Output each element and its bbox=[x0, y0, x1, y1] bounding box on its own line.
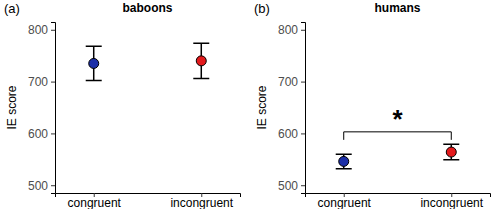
x-tick-label: incongruent bbox=[170, 196, 233, 209]
x-axis: congruent incongruent bbox=[306, 193, 491, 209]
panel-label: (b) bbox=[254, 1, 270, 16]
title: humans bbox=[374, 1, 420, 15]
y-tick: 500 bbox=[278, 179, 305, 193]
panel: 500 600 700 800 congruent incongruent humans IE… bbox=[254, 1, 491, 209]
y-tick: 700 bbox=[28, 75, 55, 89]
y-tick: 700 bbox=[278, 75, 305, 89]
y-axis-title: IE score bbox=[5, 85, 19, 129]
y-tick-mark bbox=[301, 30, 305, 31]
y-tick-label: 800 bbox=[28, 23, 48, 37]
error-bar bbox=[336, 154, 352, 169]
y-tick: 600 bbox=[28, 127, 55, 141]
x-tick-label: congruent bbox=[68, 196, 122, 209]
y-tick: 600 bbox=[278, 127, 305, 141]
y-axis-line bbox=[301, 23, 306, 194]
y-tick-mark bbox=[51, 133, 55, 134]
x-tick: congruent bbox=[318, 193, 372, 209]
x-tick: incongruent bbox=[420, 193, 483, 209]
y-tick-mark bbox=[51, 30, 55, 31]
x-tick: congruent bbox=[68, 193, 122, 209]
marks bbox=[86, 43, 210, 80]
panel-label: (a) bbox=[4, 1, 20, 16]
y-axis-title: IE score bbox=[255, 85, 269, 129]
y-tick: 800 bbox=[28, 23, 55, 37]
y-tick-mark bbox=[301, 82, 305, 83]
error-bar bbox=[86, 46, 102, 80]
x-tick-label: congruent bbox=[318, 196, 372, 209]
error-bar bbox=[193, 43, 209, 78]
x-axis: congruent incongruent bbox=[56, 193, 241, 209]
point bbox=[446, 147, 456, 157]
y-axis: 500 600 700 800 bbox=[28, 23, 56, 194]
y-tick-label: 500 bbox=[278, 179, 298, 193]
y-tick-label: 600 bbox=[28, 127, 48, 141]
significance-label: * bbox=[392, 104, 403, 134]
x-tick-label: incongruent bbox=[420, 196, 483, 209]
point bbox=[89, 58, 99, 68]
y-tick-label: 600 bbox=[278, 127, 298, 141]
x-tick: incongruent bbox=[170, 193, 233, 209]
y-tick: 500 bbox=[28, 179, 55, 193]
marks bbox=[336, 144, 460, 168]
y-axis: 500 600 700 800 bbox=[278, 23, 306, 194]
y-tick-label: 500 bbox=[28, 179, 48, 193]
point bbox=[339, 156, 349, 166]
y-tick: 800 bbox=[278, 23, 305, 37]
y-tick-mark bbox=[51, 82, 55, 83]
y-axis-line bbox=[51, 23, 56, 194]
y-tick-label: 700 bbox=[278, 75, 298, 89]
figure: 500 600 700 800 congruent incongruent baboons I… bbox=[0, 0, 500, 209]
y-tick-mark bbox=[301, 133, 305, 134]
point bbox=[196, 56, 206, 66]
error-bar bbox=[443, 144, 459, 160]
y-tick-mark bbox=[301, 185, 305, 186]
panel: 500 600 700 800 congruent incongruent baboons I… bbox=[4, 1, 241, 209]
y-tick-label: 700 bbox=[28, 75, 48, 89]
y-tick-mark bbox=[51, 185, 55, 186]
title: baboons bbox=[123, 1, 173, 15]
y-tick-label: 800 bbox=[278, 23, 298, 37]
